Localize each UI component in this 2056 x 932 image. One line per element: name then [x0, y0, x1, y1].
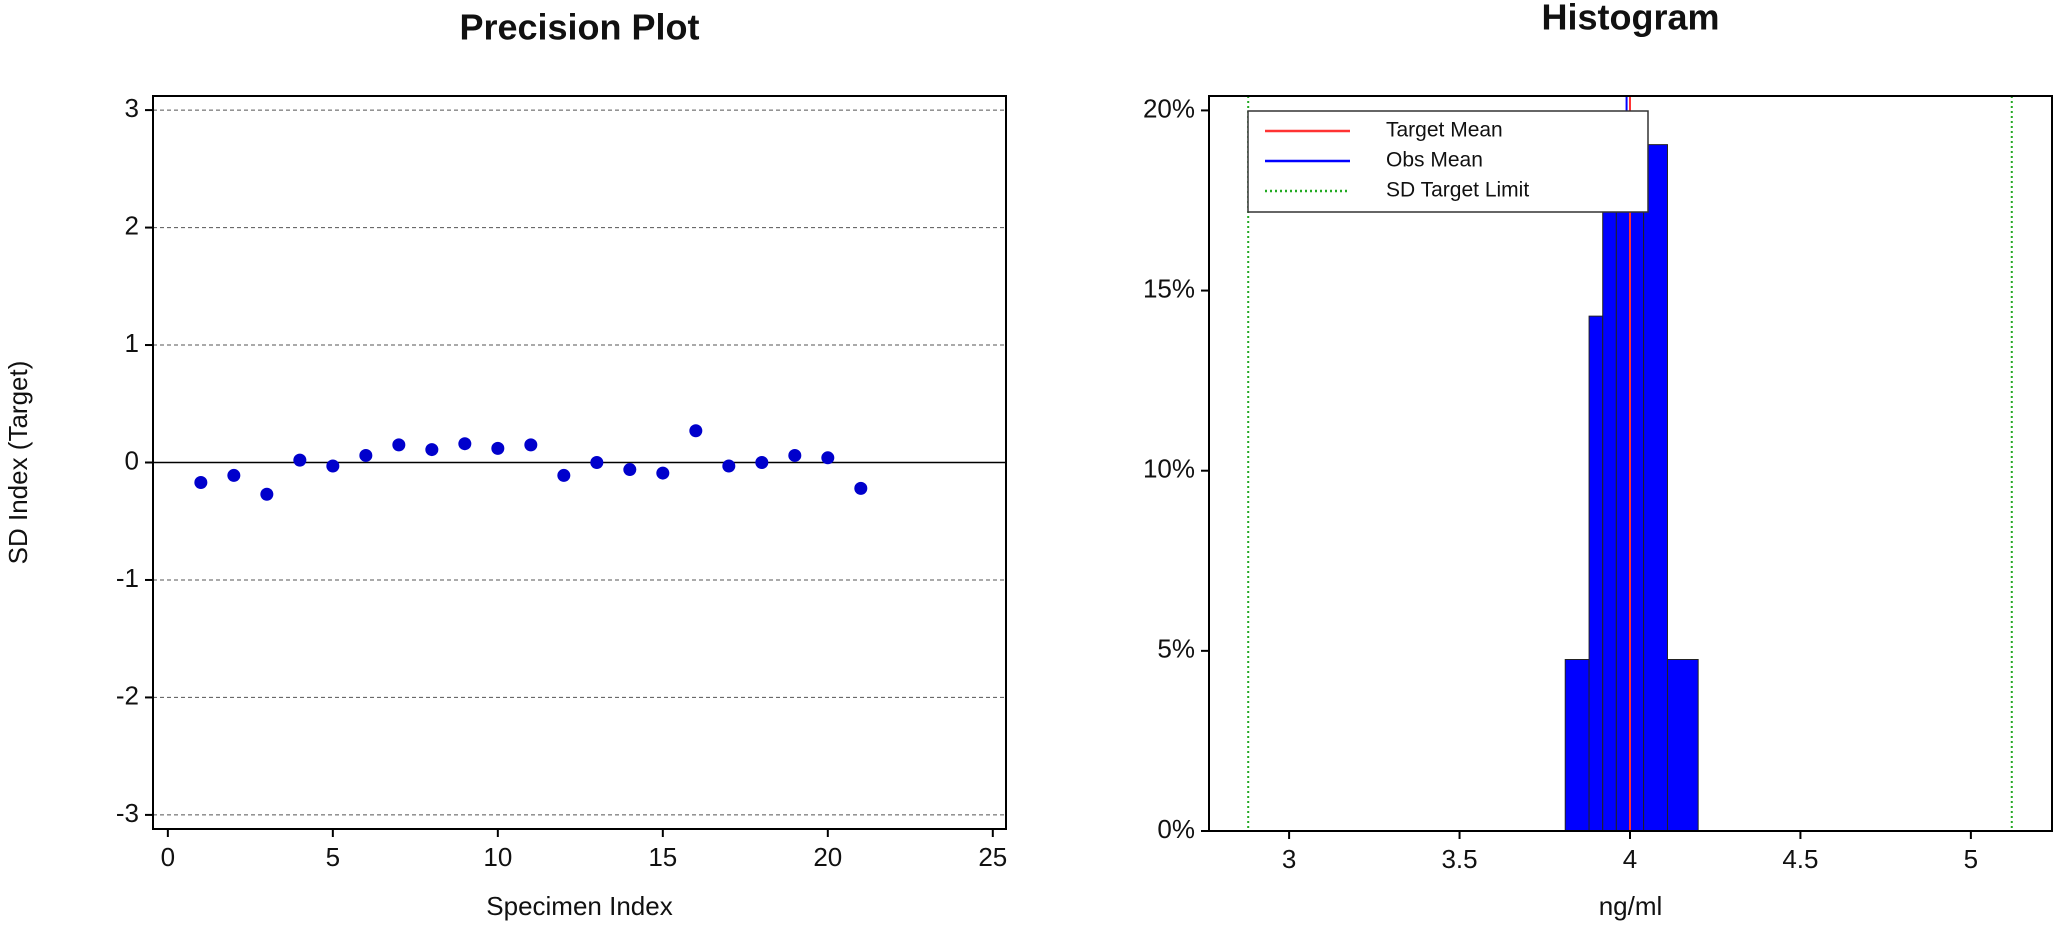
- bar: [1602, 144, 1617, 832]
- x-tick-label: 5: [1964, 844, 1978, 874]
- y-tick-label: 2: [125, 210, 139, 240]
- point: [623, 463, 637, 477]
- x-axis-label: ng/ml: [1599, 891, 1663, 921]
- point: [458, 437, 472, 451]
- y-tick-label: 3: [125, 93, 139, 123]
- y-tick-label: 1: [125, 328, 139, 358]
- point: [392, 438, 406, 452]
- x-tick-label: 3.5: [1441, 844, 1477, 874]
- point: [491, 441, 505, 455]
- y-tick-label: 0%: [1157, 814, 1195, 844]
- bar: [1643, 144, 1668, 832]
- legend-label: Obs Mean: [1386, 149, 1483, 172]
- x-axis-label: Specimen Index: [486, 891, 672, 921]
- y-axis-label: SD Index (Target): [3, 361, 33, 565]
- point: [788, 448, 802, 462]
- y-tick-label: 15%: [1143, 273, 1195, 303]
- bar: [1564, 659, 1590, 832]
- point: [854, 481, 868, 495]
- point: [227, 468, 241, 482]
- bar: [1666, 659, 1699, 832]
- chart-title: Histogram: [1541, 0, 1719, 38]
- point: [590, 456, 604, 469]
- x-tick-label: 4: [1623, 844, 1637, 874]
- x-tick-label: 5: [326, 842, 340, 872]
- legend-label: Target Mean: [1386, 119, 1503, 142]
- point: [326, 459, 340, 473]
- y-tick-label: 10%: [1143, 454, 1195, 484]
- bar: [1588, 315, 1604, 832]
- point: [821, 451, 835, 465]
- x-tick-label: 15: [648, 842, 677, 872]
- y-tick-label: -3: [116, 798, 139, 828]
- point: [524, 438, 538, 452]
- plot-frame: [1208, 95, 2053, 832]
- point: [260, 487, 274, 501]
- point: [359, 448, 373, 462]
- point: [194, 475, 208, 489]
- x-tick-label: 3: [1282, 844, 1296, 874]
- legend-label: SD Target Limit: [1386, 179, 1529, 202]
- x-tick-label: 10: [483, 842, 512, 872]
- point: [755, 456, 769, 469]
- point: [722, 459, 736, 473]
- y-tick-label: 20%: [1143, 93, 1195, 123]
- bar: [1615, 144, 1631, 832]
- point: [656, 466, 670, 480]
- point: [293, 453, 307, 467]
- point: [425, 443, 439, 457]
- point: [689, 424, 703, 438]
- x-tick-label: 20: [813, 842, 842, 872]
- bar: [1629, 144, 1645, 832]
- chart-title: Precision Plot: [459, 7, 699, 48]
- x-tick-label: 0: [161, 842, 175, 872]
- x-tick-label: 25: [978, 842, 1007, 872]
- point: [557, 468, 571, 482]
- y-tick-label: -2: [116, 680, 139, 710]
- y-tick-label: -1: [116, 563, 139, 593]
- y-tick-label: 5%: [1157, 634, 1195, 664]
- x-tick-label: 4.5: [1782, 844, 1818, 874]
- plot-frame: [152, 95, 1007, 830]
- y-tick-label: 0: [125, 445, 139, 475]
